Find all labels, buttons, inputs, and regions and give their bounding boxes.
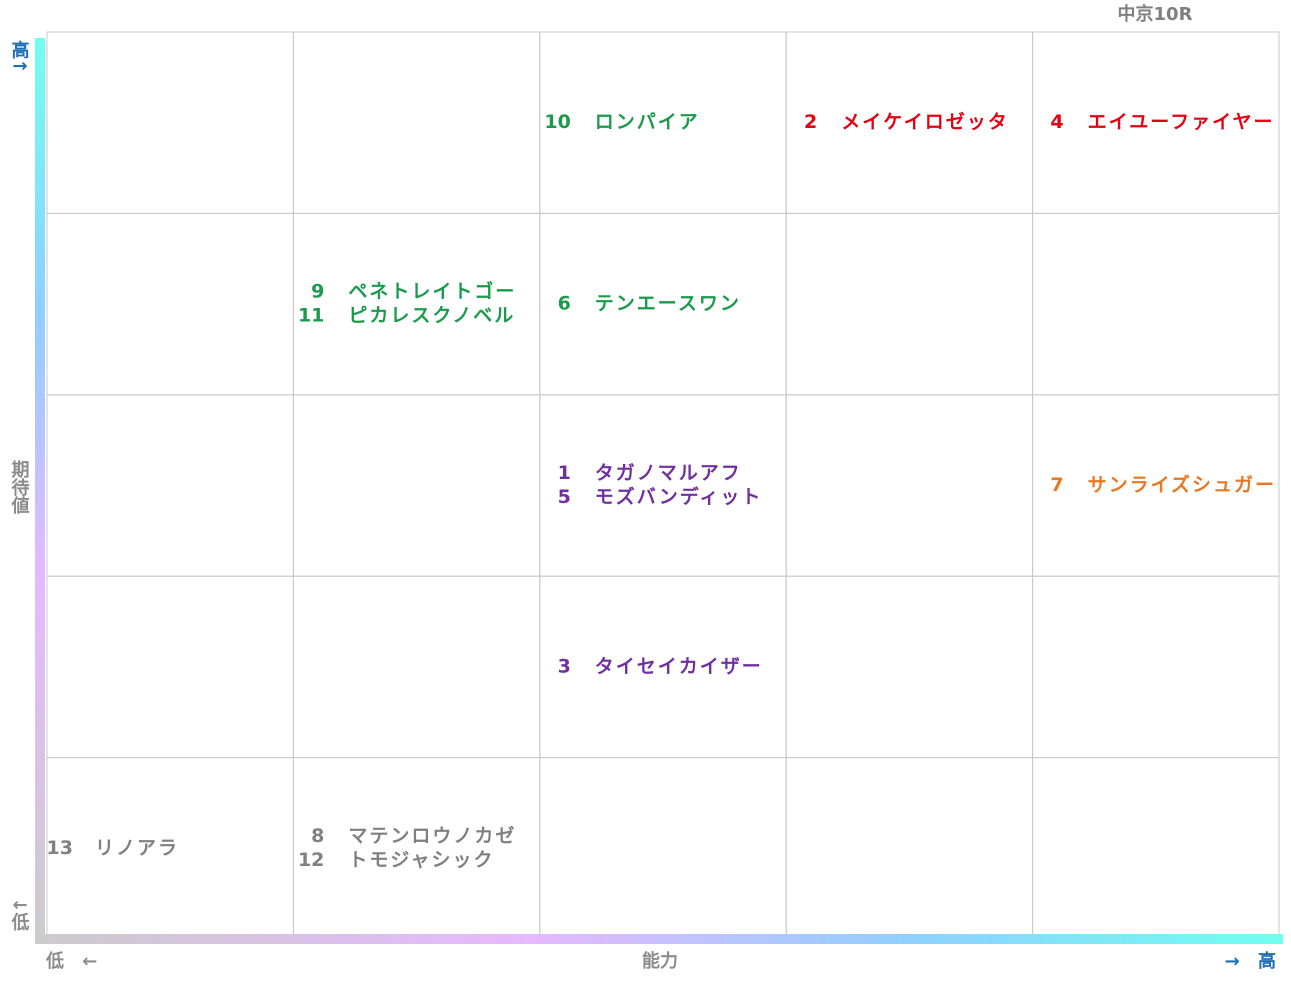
horse-number: 13 <box>47 837 73 859</box>
grid-cell <box>1032 212 1280 396</box>
horse-name: モズバンディット <box>595 485 763 508</box>
grid-cell <box>46 31 294 214</box>
grid: 10 ロンパイア 2 メイケイロゼッタ 4 エイユーファイヤー 9 ペネトレイトゴー 11 ピカレ… <box>46 31 1280 940</box>
horse-number: 2 <box>804 111 817 133</box>
grid-cell <box>46 575 294 759</box>
horse-number: 7 <box>1050 474 1063 496</box>
grid-cell <box>1032 575 1280 759</box>
y-axis-bar <box>35 38 45 942</box>
grid-cell <box>292 394 541 577</box>
grid-cell <box>292 575 541 759</box>
horse-name: ロンパイア <box>595 111 700 133</box>
grid-cell <box>292 31 541 214</box>
horse-name: ペネトレイトゴー <box>348 280 516 303</box>
x-axis-bar <box>35 934 1283 944</box>
horse-number: 4 <box>1050 111 1063 133</box>
horse-name: タイセイカイザー <box>595 655 763 677</box>
x-high: → 高 <box>1225 950 1276 972</box>
grid-cell <box>46 212 294 396</box>
horse-number: 8 <box>311 825 324 847</box>
title: 中京10R <box>1118 3 1193 25</box>
horse-number: 10 <box>544 111 570 133</box>
grid-cell <box>46 394 294 577</box>
grid-cell <box>539 757 787 940</box>
horse-name: テンエースワン <box>595 293 741 315</box>
horse-name: エイユーファイヤー <box>1088 111 1275 133</box>
grid-cell <box>1032 757 1280 940</box>
horse-name: ピカレスクノベル <box>348 305 515 327</box>
x-low: 低 ← <box>45 950 97 972</box>
y-high: 高↑ <box>9 39 30 73</box>
horse-name: マテンロウノカゼ <box>348 824 516 847</box>
horse-name: トモジャシック <box>348 849 494 871</box>
grid-cell <box>785 757 1034 940</box>
y-label: 期待値 <box>9 460 31 515</box>
horse-number: 12 <box>298 849 324 871</box>
grid-cell <box>785 212 1034 396</box>
horse-name: メイケイロゼッタ <box>841 110 1009 133</box>
horse-number: 9 <box>311 281 324 303</box>
horse-number: 6 <box>558 293 571 315</box>
grid-cell <box>785 394 1034 577</box>
horse-name: サンライズシュガー <box>1088 473 1276 496</box>
horse-number: 3 <box>558 655 571 677</box>
x-label: 能力 <box>642 950 678 972</box>
horse-name: リノアラ <box>95 837 179 859</box>
horse-name: タガノマルアフ <box>595 462 742 484</box>
grid-cell <box>785 575 1034 759</box>
horse-number: 1 <box>558 462 571 484</box>
horse-number: 11 <box>298 305 324 327</box>
y-low: ↓低 <box>9 897 31 931</box>
horse-number: 5 <box>558 486 571 508</box>
